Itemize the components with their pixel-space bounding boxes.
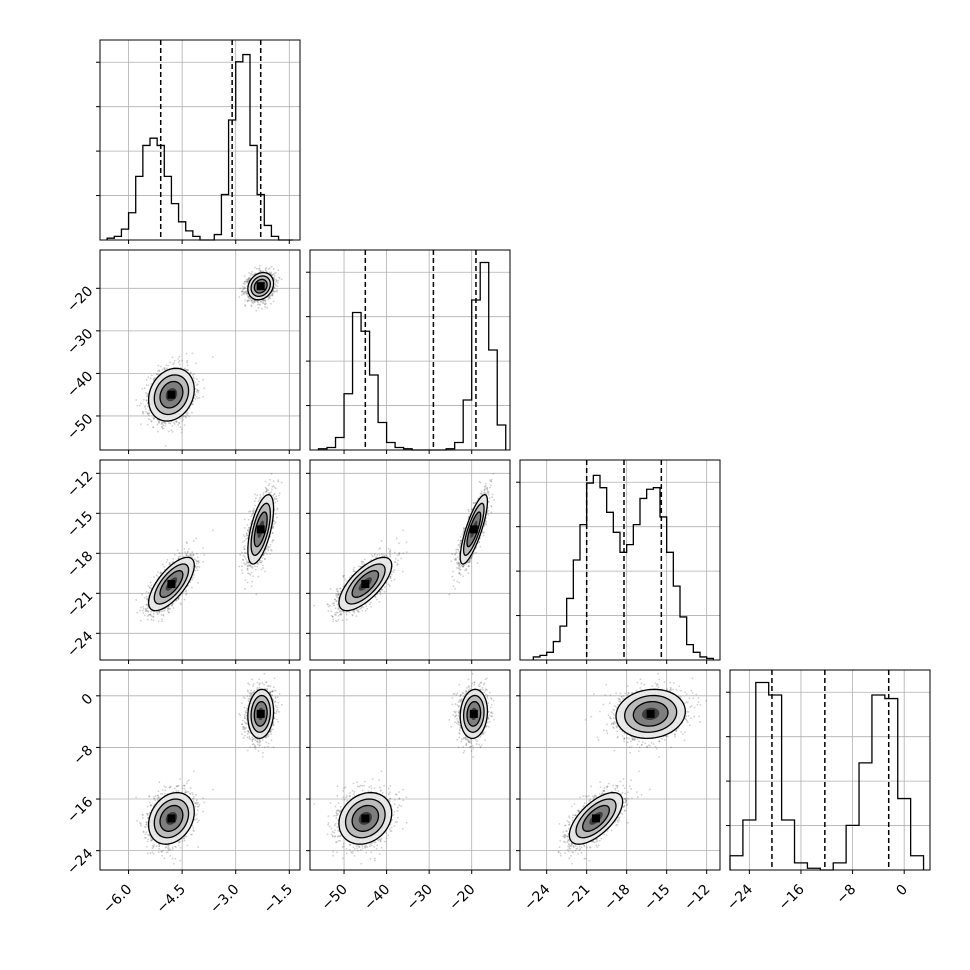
scatter-points xyxy=(313,672,496,865)
density-peak xyxy=(361,814,370,823)
y-tick-label: −15 xyxy=(64,508,96,540)
panel-2-0: −24 −21 −18 −15 −12 xyxy=(64,459,301,661)
panel-1-0: −50 −40 −30 −20 xyxy=(64,249,301,451)
y-tick-label: −24 xyxy=(64,628,96,660)
scatter-points xyxy=(135,264,283,447)
scatter-points xyxy=(135,672,283,865)
density-peak xyxy=(167,580,176,588)
density-peak xyxy=(256,525,265,534)
y-tick-label: −18 xyxy=(64,548,96,580)
panel-frame xyxy=(729,669,931,871)
density-peak xyxy=(256,282,265,291)
histogram-0 xyxy=(106,53,293,241)
density-peak xyxy=(256,709,265,718)
x-tick-label: −12 xyxy=(681,882,713,914)
scatter-points xyxy=(557,672,708,865)
y-tick-label: −12 xyxy=(64,468,96,500)
x-tick-label: −40 xyxy=(361,882,393,914)
panel-3-2 xyxy=(516,669,721,871)
x-tick-label: −3.0 xyxy=(207,882,242,917)
panel-1-1 xyxy=(306,249,511,451)
x-tick-label: −6.0 xyxy=(100,882,135,917)
x-tick-label: 0 xyxy=(893,882,911,900)
y-tick-label: −21 xyxy=(64,588,96,620)
panel-2-2 xyxy=(516,459,721,661)
x-tick-label: −4.5 xyxy=(154,882,189,917)
y-tick-label: −8 xyxy=(70,742,96,768)
scatter-points xyxy=(313,472,496,623)
density-peak xyxy=(167,814,176,823)
panel-frame xyxy=(309,459,511,661)
panel-frame xyxy=(99,39,301,241)
x-tick-label: −18 xyxy=(601,882,633,914)
density-peak xyxy=(167,390,176,399)
y-tick-label: −40 xyxy=(64,368,96,400)
panel-frame xyxy=(99,669,301,871)
scatter-points xyxy=(135,472,283,623)
histogram-1 xyxy=(317,261,507,451)
panel-frame xyxy=(309,669,511,871)
y-tick-label: −50 xyxy=(64,411,96,443)
panel-frame xyxy=(309,249,511,451)
x-tick-label: −20 xyxy=(446,882,478,914)
x-tick-label: −8 xyxy=(834,882,860,908)
panel-3-1 xyxy=(306,669,511,871)
panel-0-0 xyxy=(96,39,301,241)
y-tick-label: 0 xyxy=(79,691,97,709)
x-tick-label: −15 xyxy=(641,882,673,914)
panel-frame xyxy=(519,669,721,871)
x-tick-label: −1.5 xyxy=(261,882,296,917)
panel-frame xyxy=(519,459,721,661)
x-tick-label: −16 xyxy=(776,881,808,913)
y-tick-label: −20 xyxy=(64,283,96,315)
density-peak xyxy=(469,525,478,534)
density-peak xyxy=(361,580,370,588)
y-tick-label: −24 xyxy=(64,846,96,878)
histogram-3 xyxy=(729,681,925,871)
x-tick-label: −50 xyxy=(319,882,351,914)
x-tick-label: −21 xyxy=(561,882,593,914)
x-tick-label: −24 xyxy=(521,881,553,913)
density-peak xyxy=(592,814,600,823)
density-peak xyxy=(646,709,655,718)
density-peak xyxy=(469,709,478,718)
panel-frame xyxy=(99,249,301,451)
panel-3-3 xyxy=(726,669,931,871)
y-tick-label: −16 xyxy=(64,794,96,826)
x-tick-label: −24 xyxy=(724,881,756,913)
panel-3-0: −24 −16 −8 0 xyxy=(64,669,301,878)
panel-frame xyxy=(99,459,301,661)
x-tick-label: −30 xyxy=(404,882,436,914)
y-tick-label: −30 xyxy=(64,326,96,358)
panel-2-1 xyxy=(306,459,511,661)
